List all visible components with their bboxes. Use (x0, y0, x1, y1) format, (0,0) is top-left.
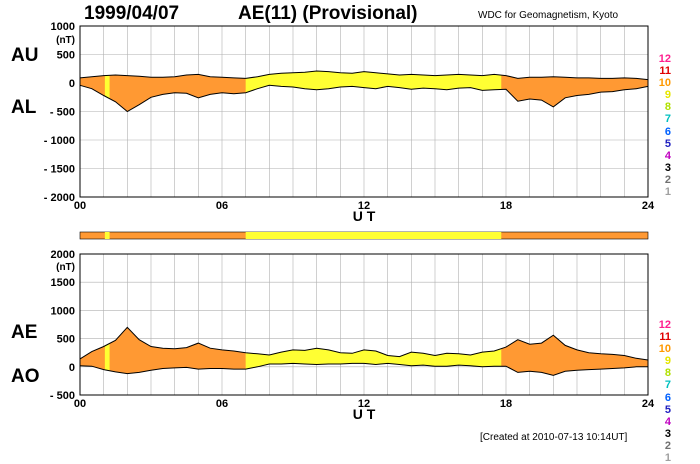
x-tick-label: 00 (74, 200, 86, 212)
station-count-label: 2 (664, 439, 671, 452)
station-count-label: 7 (664, 113, 671, 126)
station-count-label: 1 (664, 452, 671, 464)
station-count-label: 12 (658, 53, 671, 65)
station-count-label: 9 (664, 355, 671, 368)
station-count-label: 7 (664, 379, 671, 392)
coverage-strip-segment (104, 232, 110, 239)
x-tick-label: 06 (216, 398, 228, 410)
y-tick-label: 2000 (51, 249, 75, 261)
station-count-label: 5 (664, 137, 671, 150)
plot-frame (79, 253, 649, 396)
station-count-legend-bottom: 12 11 10 9 8 7 6 5 4 3 2 1 (641, 319, 671, 464)
x-tick-label: 24 (642, 200, 655, 212)
station-count-label: 3 (664, 161, 671, 174)
station-count-label: 2 (664, 173, 671, 186)
y-tick-label: 500 (57, 334, 75, 346)
station-count-label: 1 (664, 186, 671, 199)
source-label: WDC for Geomagnetism, Kyoto (478, 10, 619, 21)
unit-label: (nT) (56, 262, 75, 273)
series-label-al: AL (11, 97, 37, 118)
series-line-au (79, 70, 649, 81)
x-tick-label: 12 (358, 398, 370, 410)
station-count-label: 4 (664, 415, 671, 428)
y-tick-label: 1000 (51, 21, 75, 33)
coverage-fill-12 (104, 71, 110, 112)
x-tick-label: 12 (358, 200, 370, 212)
plot-frame (79, 25, 649, 198)
y-tick-label: 1000 (51, 305, 75, 317)
coverage-fill-12 (104, 327, 110, 376)
series-line-al (79, 84, 649, 113)
station-count-label: 12 (658, 319, 671, 331)
station-count-label: 6 (664, 125, 671, 138)
station-count-legend-top: 12 11 10 9 8 7 6 5 4 3 2 1 (641, 53, 671, 198)
station-count-label: 6 (664, 391, 671, 404)
x-tick-label: 18 (500, 200, 512, 212)
chart-title: AE(11) (Provisional) (238, 3, 418, 24)
x-tick-label: 06 (216, 200, 228, 212)
y-tick-label: - 1000 (44, 135, 75, 147)
series-label-ao: AO (11, 366, 40, 387)
y-tick-label: - 500 (50, 107, 75, 119)
station-count-label: 4 (664, 149, 671, 162)
unit-label: (nT) (56, 35, 75, 46)
x-tick-label: 18 (500, 398, 512, 410)
y-tick-label: 0 (69, 78, 75, 90)
station-count-label: 10 (658, 77, 671, 90)
station-count-label: 8 (664, 367, 671, 380)
station-count-label: 10 (658, 343, 671, 356)
series-line-ao (79, 362, 648, 376)
chart-canvas: 1000 500 0 - 500 - 1000 - 1500 - 2000 (nT) 00 06 1… (11, 21, 655, 422)
date-label: 1999/04/07 (84, 3, 180, 24)
x-tick-label: 24 (642, 398, 655, 410)
station-count-label: 3 (664, 427, 671, 440)
x-axis-label: U T (353, 208, 376, 224)
series-label-ae: AE (11, 322, 37, 343)
station-count-label: 9 (664, 89, 671, 102)
series-label-au: AU (11, 45, 38, 66)
y-tick-label: - 2000 (44, 192, 75, 204)
created-timestamp: [Created at 2010-07-13 10:14UT] (480, 432, 628, 443)
y-tick-label: - 500 (50, 390, 75, 402)
y-tick-label: - 1500 (44, 164, 75, 176)
coverage-strip-segment (245, 232, 502, 239)
y-tick-label: 0 (69, 362, 75, 374)
station-count-label: 8 (664, 101, 671, 114)
x-tick-label: 00 (74, 398, 86, 410)
x-axis-label: U T (353, 406, 376, 422)
station-count-label: 11 (659, 65, 671, 78)
coverage-fill-12 (245, 327, 502, 376)
y-tick-label: 500 (57, 50, 75, 62)
station-count-label: 11 (659, 331, 671, 344)
y-tick-label: 1500 (51, 277, 75, 289)
station-count-label: 5 (664, 403, 671, 416)
series-line-ae (79, 326, 649, 361)
